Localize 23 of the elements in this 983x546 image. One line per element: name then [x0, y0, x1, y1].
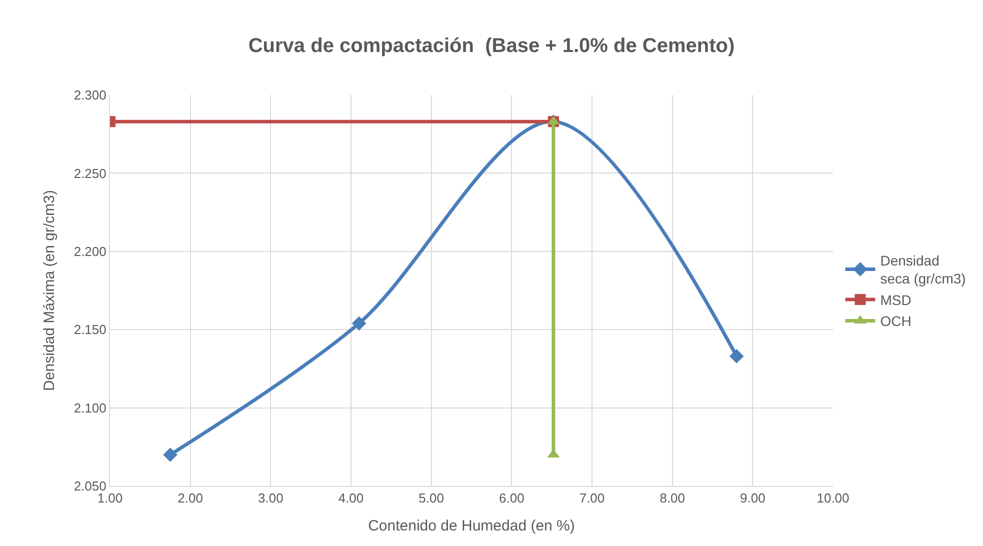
x-tick-label: 3.00: [258, 490, 284, 506]
y-tick-label: 2.300: [74, 88, 106, 103]
x-tick-label: 2.00: [178, 490, 203, 506]
point: [352, 316, 366, 330]
y-tick-label: 2.200: [74, 244, 106, 259]
x-tick-label: 9.00: [740, 490, 766, 506]
y-tick-label: 2.150: [74, 322, 106, 338]
x-axis-title: Contenido de Humedad (en %): [368, 518, 575, 535]
x-tick-label: 6.00: [499, 490, 524, 506]
x-tick-label: 8.00: [660, 490, 685, 506]
x-tick-label: 4.00: [338, 490, 364, 506]
x-tick-label: 10.00: [816, 490, 850, 506]
x-tick-label: 5.00: [418, 490, 444, 506]
chart-title: Curva de compactación (Base + 1.0% de Cemento): [248, 35, 735, 58]
point: [163, 448, 178, 462]
legend-label: OCH: [880, 313, 912, 330]
y-tick-label: 2.250: [74, 166, 106, 181]
x-tick-label: 7.00: [579, 490, 605, 506]
point: [729, 349, 744, 364]
legend-label: Densidad seca (gr/cm3): [880, 252, 966, 287]
y-axis-title: Densidad Máxima (en gr/cm3): [41, 190, 58, 391]
legend-label: MSD: [880, 292, 912, 308]
y-tick-label: 2.100: [74, 400, 106, 416]
